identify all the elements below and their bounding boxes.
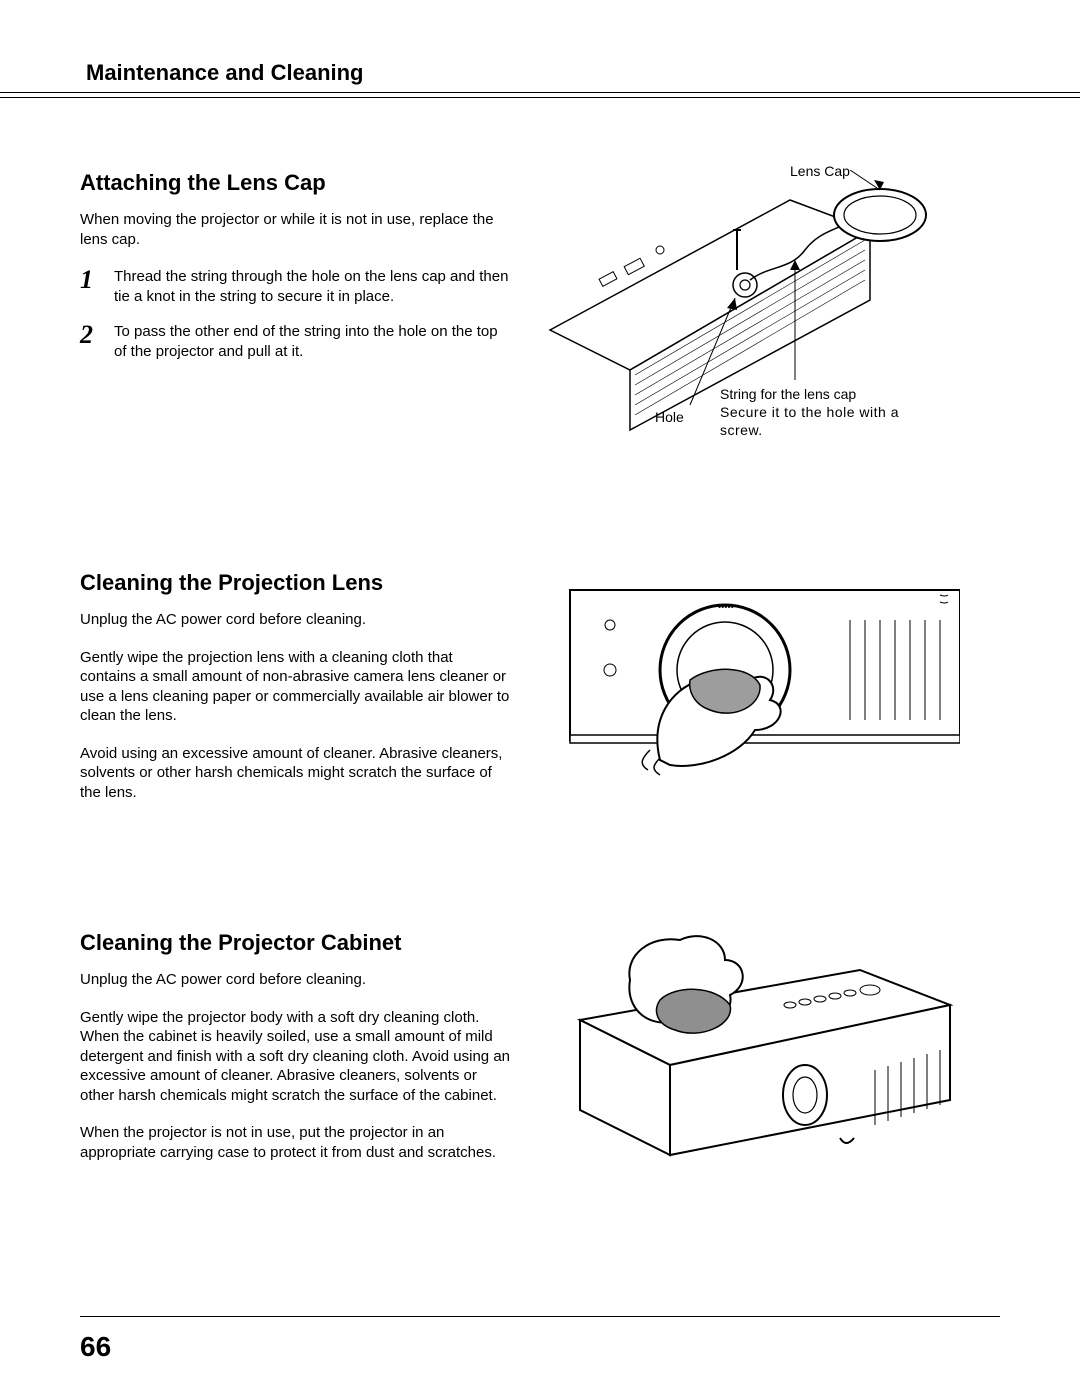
svg-text:•••••: ••••• <box>718 602 734 612</box>
lens-heading: Cleaning the Projection Lens <box>80 570 510 596</box>
lens-cap-figure-column: Lens Cap Hole String for the lens cap Se… <box>540 170 1000 460</box>
chapter-title: Maintenance and Cleaning <box>86 60 1000 86</box>
cabinet-figure <box>540 930 1000 1160</box>
cabinet-figure-column <box>540 930 1000 1180</box>
lens-p2: Gently wipe the projection lens with a c… <box>80 648 510 726</box>
lens-diagram-icon: ••••• <box>540 570 960 790</box>
cabinet-p1: Unplug the AC power cord before cleaning… <box>80 970 510 990</box>
step-text: To pass the other end of the string into… <box>114 322 510 361</box>
callout-string-1: String for the lens cap <box>720 385 920 403</box>
lens-cap-intro: When moving the projector or while it is… <box>80 210 510 249</box>
callout-lens-cap: Lens Cap <box>790 162 850 180</box>
callout-string-2: Secure it to the hole with a screw. <box>720 403 920 439</box>
cabinet-p2: Gently wipe the projector body with a so… <box>80 1008 510 1106</box>
cabinet-diagram-icon <box>540 930 960 1160</box>
lens-cap-figure: Lens Cap Hole String for the lens cap Se… <box>540 170 1000 460</box>
cabinet-text-column: Cleaning the Projector Cabinet Unplug th… <box>80 930 510 1180</box>
step-text: Thread the string through the hole on th… <box>114 267 510 306</box>
page-number: 66 <box>80 1331 111 1363</box>
section-lens: Cleaning the Projection Lens Unplug the … <box>80 570 1000 820</box>
step-number: 1 <box>80 267 102 306</box>
header-rule <box>0 92 1080 98</box>
manual-page: Maintenance and Cleaning Attaching the L… <box>0 0 1080 1397</box>
lens-cap-heading: Attaching the Lens Cap <box>80 170 510 196</box>
lens-cap-text-column: Attaching the Lens Cap When moving the p… <box>80 170 510 460</box>
step-number: 2 <box>80 322 102 361</box>
section-lens-cap: Attaching the Lens Cap When moving the p… <box>80 170 1000 460</box>
section-cabinet: Cleaning the Projector Cabinet Unplug th… <box>80 930 1000 1180</box>
lens-cap-step-1: 1 Thread the string through the hole on … <box>80 267 510 306</box>
lens-p3: Avoid using an excessive amount of clean… <box>80 744 510 803</box>
cabinet-heading: Cleaning the Projector Cabinet <box>80 930 510 956</box>
lens-figure-column: ••••• <box>540 570 1000 820</box>
lens-figure: ••••• <box>540 570 1000 790</box>
footer-rule <box>80 1316 1000 1317</box>
callout-hole: Hole <box>655 408 684 426</box>
lens-cap-step-2: 2 To pass the other end of the string in… <box>80 322 510 361</box>
lens-p1: Unplug the AC power cord before cleaning… <box>80 610 510 630</box>
lens-text-column: Cleaning the Projection Lens Unplug the … <box>80 570 510 820</box>
cabinet-p3: When the projector is not in use, put th… <box>80 1123 510 1162</box>
